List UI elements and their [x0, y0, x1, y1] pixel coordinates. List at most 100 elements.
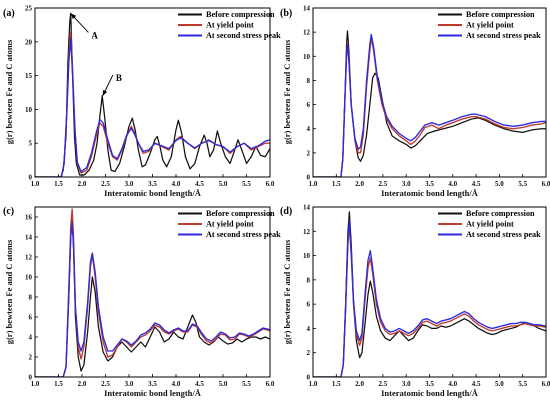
panel-a-xtick-label: 6.0 [266, 180, 275, 188]
panel-b-xtick-label: 5.5 [518, 180, 527, 188]
panel-a-annotation-label-a: A [91, 30, 98, 40]
panel-c-ytick-label: 10 [25, 274, 33, 282]
panel-d-xtick-label: 3.0 [402, 380, 411, 388]
panel-d-xtick-label: 6.0 [542, 380, 550, 388]
panel-d-ytick-label: 12 [303, 228, 311, 236]
panel-a-series-second-stress-peak [35, 37, 270, 177]
panel-c-label: (c) [3, 206, 14, 217]
panel-b-xtick-label: 1.5 [332, 180, 341, 188]
panel-d-xtick-label: 4.5 [472, 380, 481, 388]
panel-d: 1.0 1.5 2.0 2.5 3.0 3.5 4.0 4.5 5.0 5.5 6.0 0 2 4 6 8 10… [280, 204, 550, 399]
panel-c-xtick-label: 5.0 [219, 380, 228, 388]
panel-d-ytick-label: 0 [307, 374, 311, 382]
panel-c-series-yield-point [35, 208, 270, 377]
panel-b-xtick-label: 6.0 [542, 180, 550, 188]
panel-a-label: (a) [3, 8, 15, 19]
panel-a-annotation-label-b: B [116, 73, 122, 83]
panel-c-legend-label-yield-point: At yield point [206, 220, 254, 229]
panel-c-xtick-label: 4.0 [172, 380, 181, 388]
panel-a-legend-label-yield-point: At yield point [206, 21, 254, 30]
panel-d-ytick-label: 10 [303, 252, 311, 260]
panel-b-xtick-label: 4.0 [448, 180, 457, 188]
panel-c: 1.0 1.5 2.0 2.5 3.0 3.5 4.0 4.5 5.0 5.5 6.0 0 2 4 6 8 10… [3, 206, 281, 398]
panel-b-xtick-label: 4.5 [472, 180, 481, 188]
panel-c-ytick-label: 16 [25, 214, 33, 222]
panel-d-series-yield-point [313, 225, 546, 377]
panel-a-xtick-label: 4.0 [172, 180, 181, 188]
panel-d-ytick-label: 2 [307, 349, 311, 357]
panel-a-ytick-label: 10 [25, 106, 33, 114]
panel-c-xtick-label: 1.0 [31, 380, 40, 388]
panel-d-xtick-label: 2.0 [355, 380, 364, 388]
panel-a-xtick-label: 4.5 [195, 180, 204, 188]
panel-a-ytick-label: 0 [29, 174, 33, 182]
panel-d-y-axis-title: g(r) bewteen Fe and C atoms [282, 239, 292, 344]
panel-b-y-axis-title: g(r) bewteen Fe and C atoms [282, 39, 292, 144]
panel-d-xtick-label: 2.5 [379, 380, 388, 388]
panel-c-xtick-label: 1.5 [54, 380, 63, 388]
panel-c-ytick-label: 8 [29, 294, 33, 302]
panel-b-label: (b) [280, 8, 292, 19]
panel-c-xtick-label: 2.0 [78, 380, 87, 388]
panel-c-series-before-compression [35, 216, 270, 377]
panel-a-ytick-label: 25 [25, 5, 33, 13]
panel-a-xtick-label: 1.0 [31, 180, 40, 188]
panel-b-xtick-label: 1.0 [309, 180, 318, 188]
panel-a-xtick-label: 5.0 [219, 180, 228, 188]
panel-a-series-yield-point [35, 30, 270, 177]
panel-c-ytick-label: 2 [29, 354, 33, 362]
panel-b-legend-label-second-stress-peak: At second stress peak [466, 31, 541, 40]
panel-b-xtick-label: 2.0 [355, 180, 364, 188]
panel-c-series-second-stress-peak [35, 221, 270, 377]
panel-b-xtick-label: 5.0 [495, 180, 504, 188]
panel-a-ytick-label: 15 [25, 72, 33, 80]
panel-a-ytick-label: 20 [25, 38, 33, 46]
panel-a-xtick-label: 2.0 [78, 180, 87, 188]
panel-d-legend-label-yield-point: At yield point [466, 220, 514, 229]
panel-c-xtick-label: 5.5 [242, 380, 251, 388]
panel-c-ytick-label: 4 [29, 334, 33, 342]
panel-a-xtick-label: 1.5 [54, 180, 63, 188]
panel-c-xtick-label: 6.0 [266, 380, 275, 388]
panel-c-legend-label-before-compression: Before compression [206, 209, 275, 218]
panel-d-xtick-label: 4.0 [448, 380, 457, 388]
panel-b-x-axis-title: Interatomic bond length/Å [381, 188, 479, 198]
panel-d-series-before-compression [313, 211, 546, 377]
panel-c-xtick-label: 3.5 [148, 380, 157, 388]
panel-b-ytick-label: 10 [303, 53, 311, 61]
panel-d-x-axis-title: Interatomic bond length/Å [381, 388, 479, 398]
panel-b-legend-label-yield-point: At yield point [466, 21, 514, 30]
panel-c-ytick-label: 0 [29, 374, 33, 382]
panel-b-ytick-label: 2 [307, 149, 311, 157]
panel-c-xtick-label: 3.0 [125, 380, 134, 388]
panel-b-xtick-label: 2.5 [379, 180, 388, 188]
panel-d-legend-label-second-stress-peak: At second stress peak [466, 230, 541, 239]
panel-d-ytick-label: 14 [303, 204, 311, 212]
panel-b-ytick-label: 0 [307, 174, 311, 182]
panel-b-ytick-label: 6 [307, 101, 311, 109]
panel-a-xtick-label: 5.5 [242, 180, 251, 188]
panel-a-xtick-label: 3.5 [148, 180, 157, 188]
panel-d-ytick-label: 6 [307, 301, 311, 309]
panel-b-ytick-label: 4 [307, 125, 311, 133]
panel-a-annotation-arrowhead-b [102, 89, 108, 96]
panel-c-x-axis-title: Interatomic bond length/Å [104, 388, 202, 398]
panel-c-legend-label-second-stress-peak: At second stress peak [206, 230, 281, 239]
panel-c-y-axis-title: g(r) bewteen Fe and C atoms [4, 239, 14, 344]
panel-c-xtick-label: 4.5 [195, 380, 204, 388]
panel-b-series-yield-point [313, 37, 546, 177]
panel-d-xtick-label: 5.5 [518, 380, 527, 388]
panel-a: 1.0 1.5 2.0 2.5 3.0 3.5 4.0 4.5 5.0 5.5 6.0 0 5 10 15 2… [3, 5, 281, 199]
panel-a-x-axis-title: Interatomic bond length/Å [104, 188, 202, 198]
panel-b-legend-label-before-compression: Before compression [466, 10, 535, 19]
panel-a-xtick-label: 2.5 [101, 180, 110, 188]
panel-a-legend-label-second-stress-peak: At second stress peak [206, 31, 281, 40]
panel-a-ytick-label: 5 [29, 140, 33, 148]
panel-d-ytick-label: 8 [307, 276, 311, 284]
panel-b-ytick-label: 14 [303, 5, 311, 13]
panel-d-legend-label-before-compression: Before compression [466, 209, 535, 218]
panel-c-ytick-label: 12 [25, 254, 33, 262]
panel-d-xtick-label: 3.5 [425, 380, 434, 388]
panel-d-label: (d) [280, 206, 292, 217]
